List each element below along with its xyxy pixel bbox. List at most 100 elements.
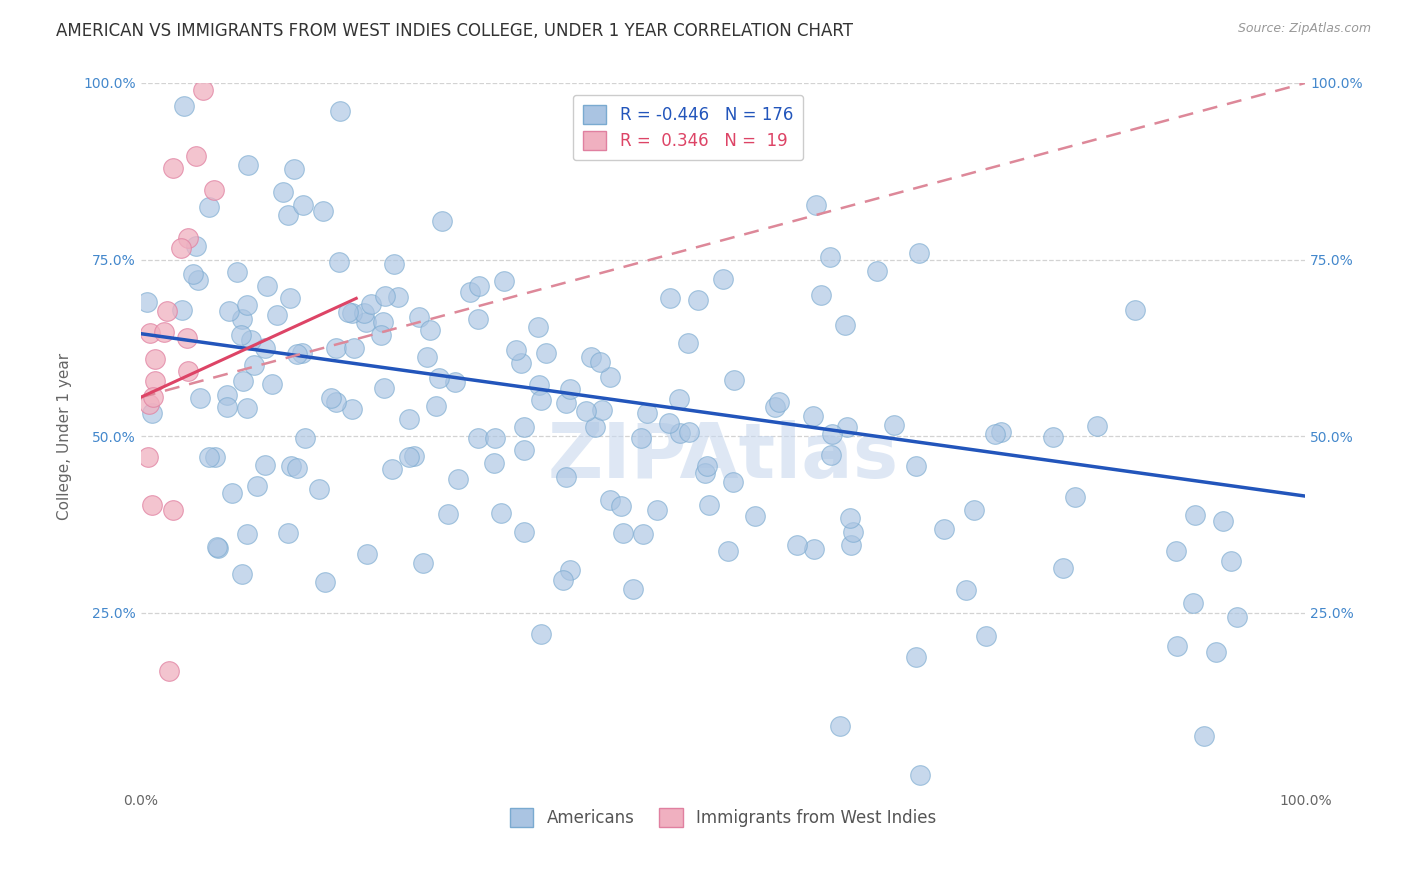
Point xyxy=(343,341,366,355)
Point xyxy=(494,274,516,288)
Point xyxy=(236,526,259,541)
Point xyxy=(162,161,184,175)
Point xyxy=(266,308,288,322)
Point xyxy=(621,582,644,596)
Point xyxy=(509,356,531,370)
Point xyxy=(581,351,603,365)
Point xyxy=(468,279,491,293)
Legend: Americans, Immigrants from West Indies: Americans, Immigrants from West Indies xyxy=(503,801,943,834)
Point xyxy=(135,294,157,309)
Point xyxy=(176,331,198,345)
Point xyxy=(173,99,195,113)
Point xyxy=(530,627,553,641)
Point xyxy=(934,522,956,536)
Point xyxy=(1042,430,1064,444)
Point xyxy=(484,431,506,445)
Point xyxy=(786,538,808,552)
Point xyxy=(1166,639,1188,653)
Point xyxy=(217,400,239,414)
Point xyxy=(136,450,159,464)
Point xyxy=(236,297,259,311)
Point xyxy=(373,380,395,394)
Point xyxy=(589,355,612,369)
Point xyxy=(990,425,1012,439)
Point xyxy=(1085,419,1108,434)
Point xyxy=(336,305,359,319)
Point xyxy=(291,345,314,359)
Point xyxy=(866,264,889,278)
Point xyxy=(176,364,198,378)
Point xyxy=(834,318,856,333)
Point xyxy=(354,315,377,329)
Point xyxy=(803,542,825,557)
Point xyxy=(356,547,378,561)
Point xyxy=(636,406,658,420)
Point xyxy=(430,213,453,227)
Point xyxy=(408,310,430,324)
Point xyxy=(883,417,905,432)
Point xyxy=(231,566,253,581)
Point xyxy=(801,409,824,423)
Point xyxy=(283,161,305,176)
Point xyxy=(232,374,254,388)
Point xyxy=(184,149,207,163)
Point xyxy=(370,328,392,343)
Point xyxy=(599,370,621,384)
Point xyxy=(240,333,263,347)
Point xyxy=(204,450,226,464)
Point xyxy=(905,650,928,665)
Text: Source: ZipAtlas.com: Source: ZipAtlas.com xyxy=(1237,22,1371,36)
Point xyxy=(551,574,574,588)
Point xyxy=(444,375,467,389)
Point xyxy=(280,459,302,474)
Point xyxy=(412,556,434,570)
Point xyxy=(697,498,720,512)
Point xyxy=(717,543,740,558)
Point xyxy=(1181,597,1204,611)
Point xyxy=(256,279,278,293)
Point xyxy=(976,629,998,643)
Point xyxy=(229,328,252,343)
Point xyxy=(314,575,336,590)
Point xyxy=(467,431,489,445)
Point xyxy=(631,527,654,541)
Point xyxy=(830,718,852,732)
Point xyxy=(294,431,316,445)
Point xyxy=(277,209,299,223)
Point xyxy=(1219,553,1241,567)
Point xyxy=(156,303,179,318)
Point xyxy=(1192,729,1215,743)
Point xyxy=(387,290,409,304)
Point xyxy=(558,383,581,397)
Point xyxy=(1184,508,1206,522)
Point xyxy=(686,293,709,307)
Point xyxy=(763,400,786,414)
Point xyxy=(202,183,225,197)
Point xyxy=(505,343,527,357)
Point xyxy=(291,198,314,212)
Point xyxy=(141,498,163,512)
Point xyxy=(659,291,682,305)
Point xyxy=(630,431,652,445)
Point xyxy=(678,335,700,350)
Point xyxy=(254,342,277,356)
Point xyxy=(218,304,240,318)
Point xyxy=(198,200,221,214)
Point xyxy=(246,478,269,492)
Point xyxy=(696,459,718,474)
Point xyxy=(721,475,744,489)
Point xyxy=(482,456,505,470)
Point xyxy=(583,419,606,434)
Point xyxy=(1052,560,1074,574)
Point xyxy=(437,507,460,521)
Point xyxy=(311,203,333,218)
Point xyxy=(415,350,437,364)
Point xyxy=(839,538,862,552)
Point xyxy=(276,525,298,540)
Point xyxy=(574,403,596,417)
Point xyxy=(170,241,193,255)
Point xyxy=(143,374,166,388)
Point xyxy=(1123,302,1146,317)
Point xyxy=(904,458,927,473)
Point xyxy=(321,391,343,405)
